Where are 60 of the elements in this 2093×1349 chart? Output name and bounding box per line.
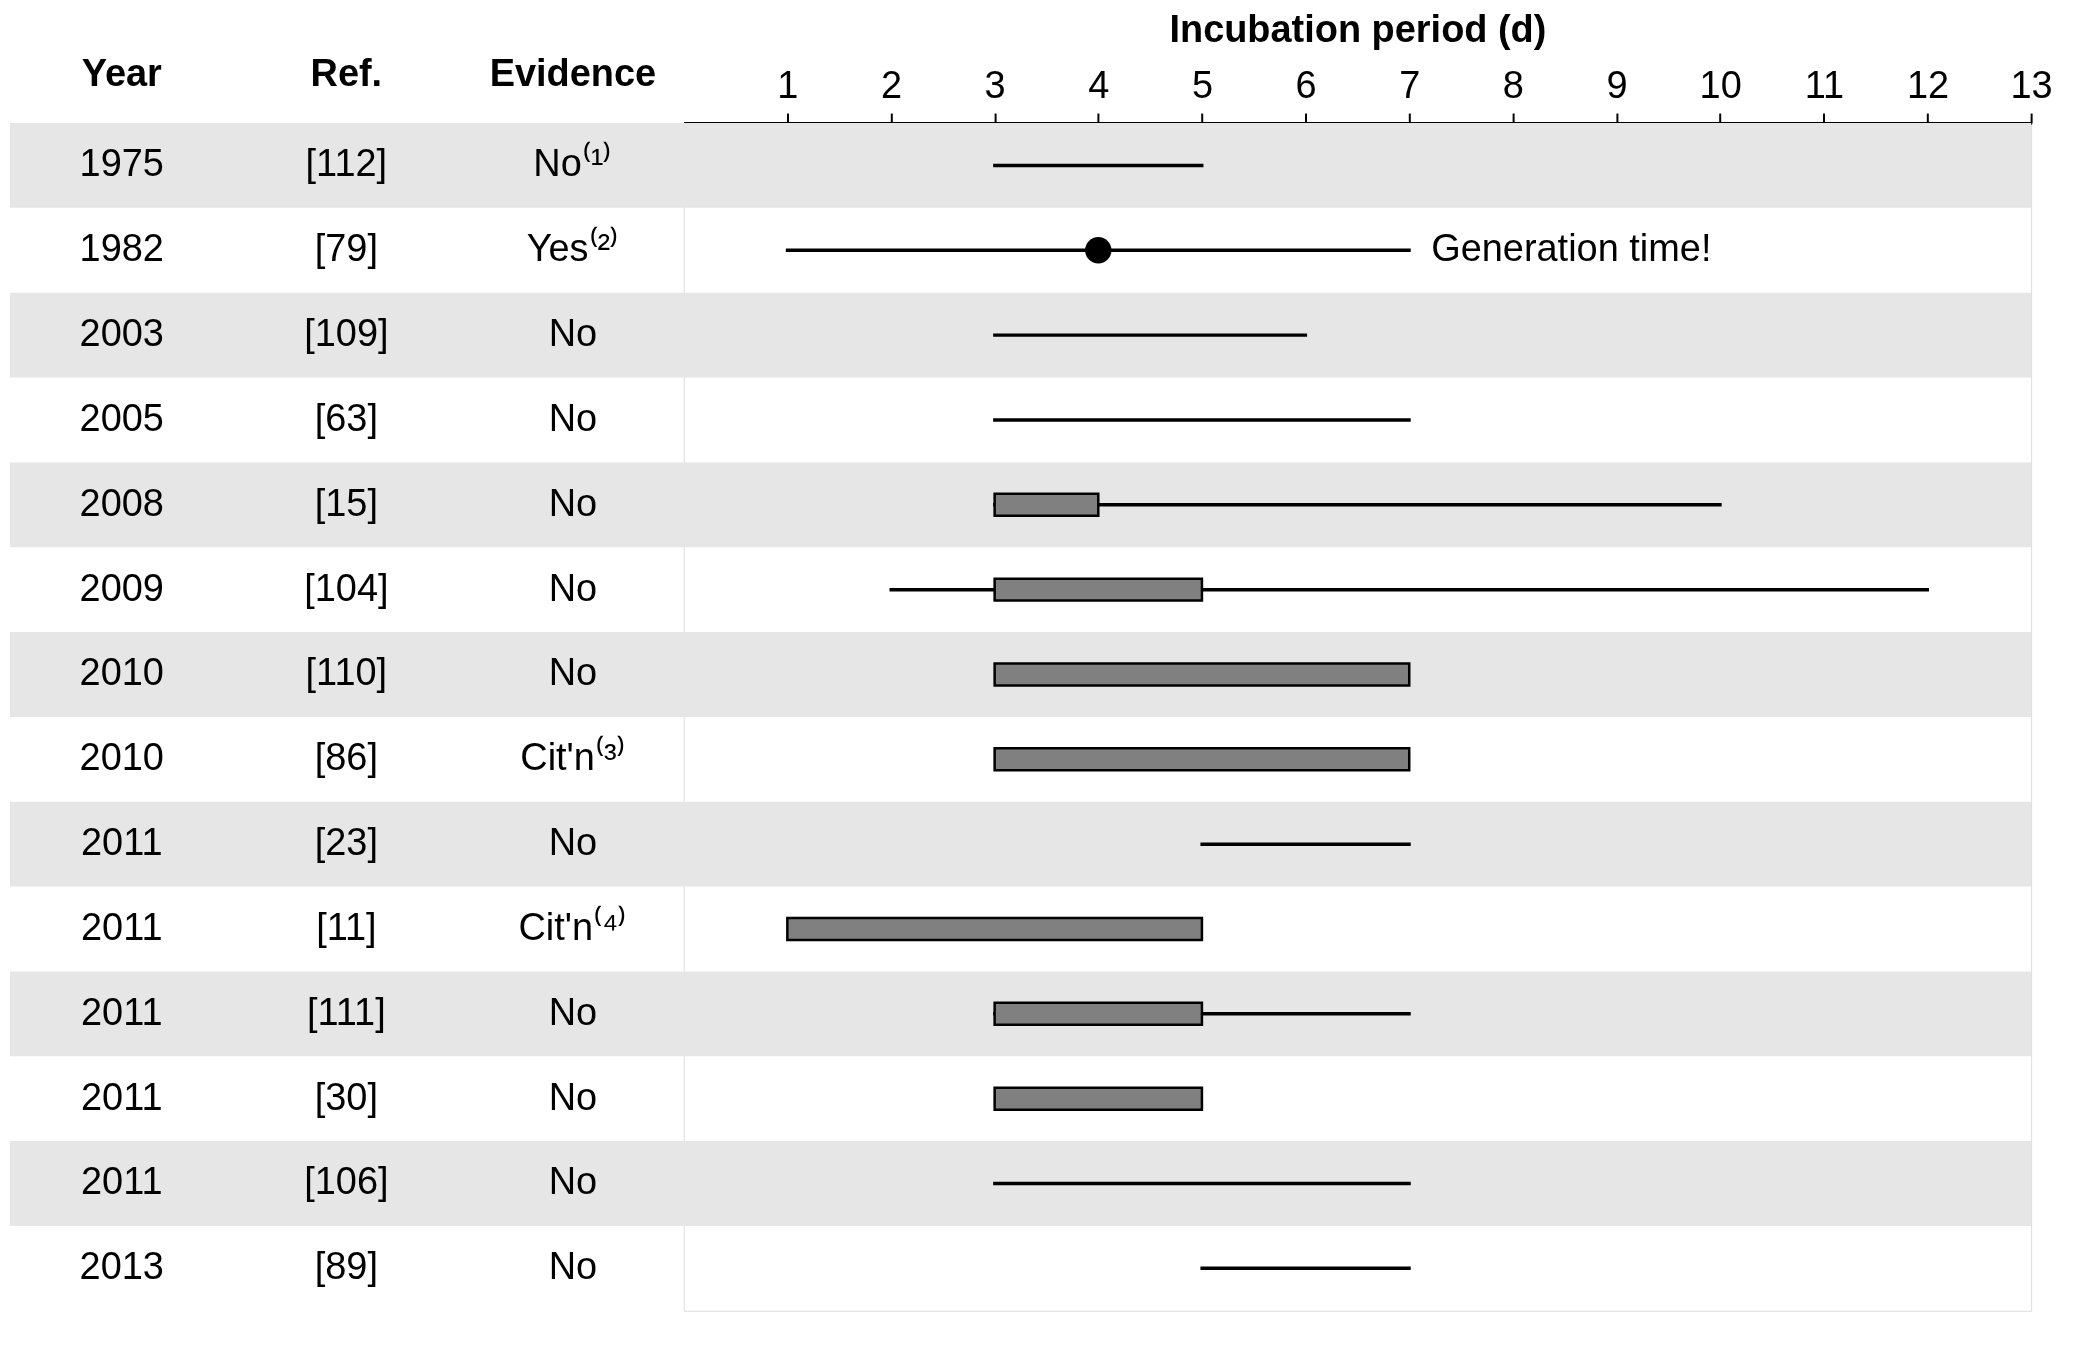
y-tick-label: [106] xyxy=(304,1160,389,1203)
text: No xyxy=(548,566,598,609)
text: No xyxy=(548,651,598,694)
text: Year xyxy=(81,52,163,95)
y-tick-label: [86] xyxy=(314,736,378,779)
text: 2011 xyxy=(81,905,163,948)
x-tick-label: 1 xyxy=(777,63,799,106)
y-tick-label: [11] xyxy=(316,905,377,948)
text: 2010 xyxy=(79,736,164,779)
y-tick-label: [104] xyxy=(304,566,389,609)
y-tick-label: [109] xyxy=(304,312,389,355)
text: No xyxy=(548,1160,598,1203)
x-tick-label: 8 xyxy=(1502,63,1524,106)
text: No xyxy=(548,990,598,1033)
text: 2011 xyxy=(81,1160,163,1203)
text: 1975 xyxy=(79,142,164,185)
text: No xyxy=(548,1245,598,1288)
y-tick-label: [89] xyxy=(314,1245,378,1288)
y-tick-label: [111] xyxy=(306,990,386,1033)
text: Ref. xyxy=(310,52,383,95)
text: 2005 xyxy=(79,396,164,439)
text: Yes⁽²⁾ xyxy=(526,226,620,270)
x-axis-title: Incubation period (d) xyxy=(1169,7,1547,50)
text: 2011 xyxy=(81,990,163,1033)
x-tick-label: 4 xyxy=(1088,63,1110,106)
text: 2011 xyxy=(81,821,163,864)
text: Cit'n⁽³⁾ xyxy=(520,735,626,779)
x-tick-label: 6 xyxy=(1295,63,1317,106)
text: No xyxy=(548,396,598,439)
x-tick-label: 9 xyxy=(1606,63,1628,106)
text: 2008 xyxy=(79,481,164,524)
x-tick-label: 2 xyxy=(880,63,903,106)
text: No⁽¹⁾ xyxy=(533,141,613,185)
text: Cit'n⁽⁴⁾ xyxy=(518,904,628,948)
x-tick-label: 5 xyxy=(1191,63,1213,106)
text: No xyxy=(548,1075,598,1118)
y-tick-label: [79] xyxy=(314,227,378,270)
text: No xyxy=(548,312,598,355)
x-tick-label: 13 xyxy=(2010,63,2053,106)
y-tick-label: [63] xyxy=(314,396,378,439)
y-tick-label: [23] xyxy=(314,821,378,864)
text: 2009 xyxy=(79,566,164,609)
y-tick-label: [30] xyxy=(314,1075,378,1118)
x-tick-label: 12 xyxy=(1906,63,1950,106)
x-tick-label: 11 xyxy=(1804,63,1844,106)
text: No xyxy=(548,481,598,524)
text: 2010 xyxy=(79,651,164,694)
text: No xyxy=(548,821,598,864)
annotation: Generation time! xyxy=(1431,227,1712,270)
y-tick-label: [112] xyxy=(305,142,388,185)
text: 2013 xyxy=(79,1245,164,1288)
text: Evidence xyxy=(489,52,657,95)
y-tick-label: [15] xyxy=(314,481,378,524)
x-tick-label: 10 xyxy=(1699,63,1742,106)
text: 1982 xyxy=(79,227,164,270)
x-tick-label: 7 xyxy=(1399,63,1421,106)
y-tick-label: [110] xyxy=(305,651,388,694)
text: 2011 xyxy=(81,1075,163,1118)
text: 2003 xyxy=(79,312,164,355)
x-tick-label: 3 xyxy=(984,63,1006,106)
